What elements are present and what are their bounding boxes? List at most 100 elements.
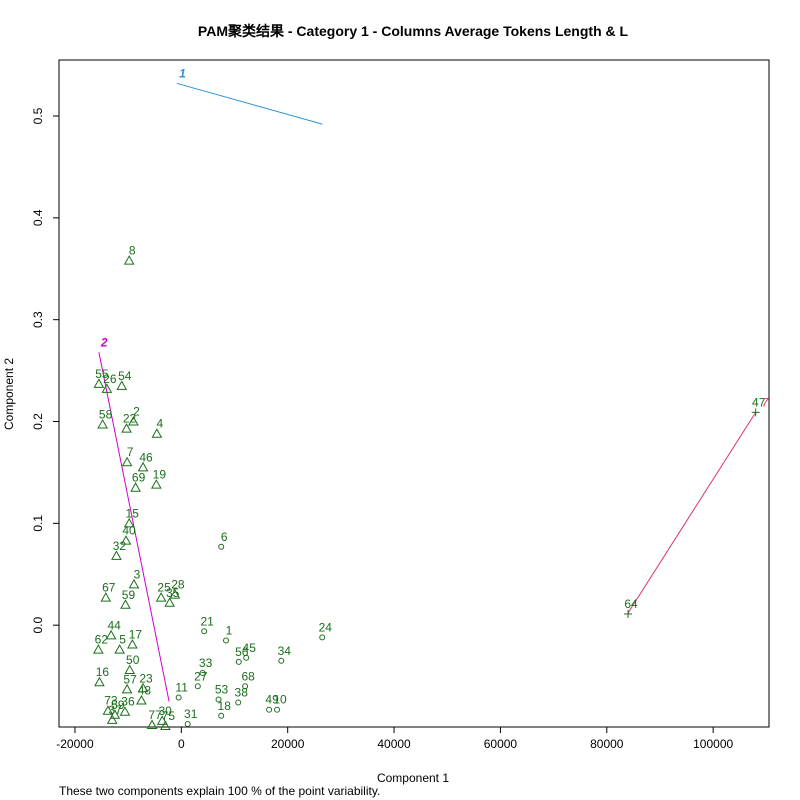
point-label: 33 xyxy=(199,656,213,670)
point-marker-triangle xyxy=(120,599,131,609)
point-marker-triangle xyxy=(105,629,117,640)
point-label: 75 xyxy=(162,709,176,723)
point-label: 69 xyxy=(132,471,146,485)
point-marker-triangle xyxy=(94,676,105,687)
point-marker-triangle xyxy=(155,592,167,602)
cluster-label-1: 1 xyxy=(179,66,186,80)
point-label: 25 xyxy=(157,581,171,595)
point-marker-triangle xyxy=(121,456,133,467)
x-tick-label: -20000 xyxy=(56,737,94,751)
point-label: 47 xyxy=(752,395,766,409)
point-marker-triangle xyxy=(156,715,168,725)
cluster-segment-3 xyxy=(627,412,757,614)
x-tick-label: 0 xyxy=(178,737,185,751)
point-label: 54 xyxy=(118,369,132,383)
point-label: 53 xyxy=(215,683,229,697)
x-tick-label: 60000 xyxy=(484,737,518,751)
point-label: 55 xyxy=(95,367,109,381)
point-label: 1 xyxy=(226,623,233,637)
point-marker-circle xyxy=(243,654,250,661)
point-marker-triangle xyxy=(130,482,141,492)
plot-frame xyxy=(58,59,770,728)
point-label: 67 xyxy=(102,581,116,595)
point-marker-circle xyxy=(194,683,201,690)
point-marker-triangle xyxy=(120,535,132,545)
point-marker-circle xyxy=(175,694,182,701)
y-tick-label: 0.4 xyxy=(31,209,45,226)
point-marker-triangle xyxy=(114,644,125,654)
point-marker-triangle xyxy=(101,383,113,393)
point-marker-circle xyxy=(218,543,225,550)
point-label: 45 xyxy=(243,641,257,655)
point-marker-triangle xyxy=(111,550,122,560)
point-marker-circle xyxy=(235,658,242,665)
point-label: 68 xyxy=(241,669,255,683)
x-tick-label: 80000 xyxy=(590,737,624,751)
point-marker-triangle xyxy=(106,714,118,724)
y-tick-label: 0.5 xyxy=(31,107,45,124)
point-label: 59 xyxy=(111,698,125,712)
point-marker-circle xyxy=(184,720,191,727)
point-marker-triangle xyxy=(137,682,149,693)
point-label: 27 xyxy=(194,669,208,683)
footnote: These two components explain 100 % of th… xyxy=(59,784,380,798)
cluster-label-2: 2 xyxy=(100,335,108,349)
point-label: 40 xyxy=(122,524,136,538)
point-label: 62 xyxy=(95,633,109,647)
point-label: 24 xyxy=(319,620,333,634)
point-marker-triangle xyxy=(164,597,175,607)
point-marker-triangle xyxy=(150,479,162,489)
point-label: 21 xyxy=(201,614,215,628)
point-marker-triangle xyxy=(137,461,149,472)
point-label: 73 xyxy=(104,694,118,708)
point-label: 31 xyxy=(184,707,198,721)
point-label: 38 xyxy=(235,686,249,700)
point-marker-circle xyxy=(215,696,222,703)
point-marker-triangle xyxy=(169,589,181,599)
point-marker-triangle xyxy=(121,683,133,694)
point-marker-triangle xyxy=(93,378,105,388)
cluster-label-3: 7 xyxy=(762,395,770,409)
point-label: 37 xyxy=(109,703,123,717)
x-tick-label: 40000 xyxy=(377,737,411,751)
chart-title: PAM聚类结果 - Category 1 - Columns Average T… xyxy=(198,23,629,39)
point-label: 77 xyxy=(148,708,162,722)
point-label: 30 xyxy=(158,704,172,718)
point-marker-triangle xyxy=(124,664,136,674)
point-marker-triangle xyxy=(160,720,171,730)
point-label: 11 xyxy=(175,680,188,694)
point-marker-circle xyxy=(199,670,206,677)
point-marker-triangle xyxy=(109,709,121,719)
point-label: 64 xyxy=(624,597,638,611)
y-tick-label: 0.0 xyxy=(31,617,45,634)
point-label: 7 xyxy=(127,445,134,459)
point-label: 17 xyxy=(129,628,143,642)
point-label: 16 xyxy=(96,665,110,679)
point-marker-triangle xyxy=(127,638,138,649)
point-label: 57 xyxy=(123,672,137,686)
point-label: 6 xyxy=(221,530,228,544)
point-label: 3 xyxy=(134,567,141,581)
point-marker-circle xyxy=(319,634,326,641)
point-label: 4 xyxy=(157,417,164,431)
x-axis-label: Component 1 xyxy=(377,771,449,785)
point-label: 34 xyxy=(278,644,292,658)
point-marker-circle xyxy=(278,657,285,664)
cluster-segment-1 xyxy=(176,82,323,125)
point-label: 32 xyxy=(113,539,127,553)
point-marker-circle xyxy=(218,712,225,719)
y-axis: 0.0 0.1 0.2 0.3 0.4 0.5 xyxy=(31,107,60,634)
point-label: 59 xyxy=(122,588,136,602)
point-marker-triangle xyxy=(102,705,114,715)
point-label: 58 xyxy=(99,408,113,422)
point-label: 28 xyxy=(171,578,185,592)
point-marker-triangle xyxy=(123,255,135,265)
point-label: 15 xyxy=(126,506,140,520)
y-tick-label: 0.1 xyxy=(31,515,45,532)
point-marker-circle xyxy=(274,706,281,713)
point-label: 48 xyxy=(138,684,152,698)
point-marker-triangle xyxy=(123,517,135,528)
point-marker-triangle xyxy=(97,419,108,429)
point-marker-triangle xyxy=(121,423,132,433)
